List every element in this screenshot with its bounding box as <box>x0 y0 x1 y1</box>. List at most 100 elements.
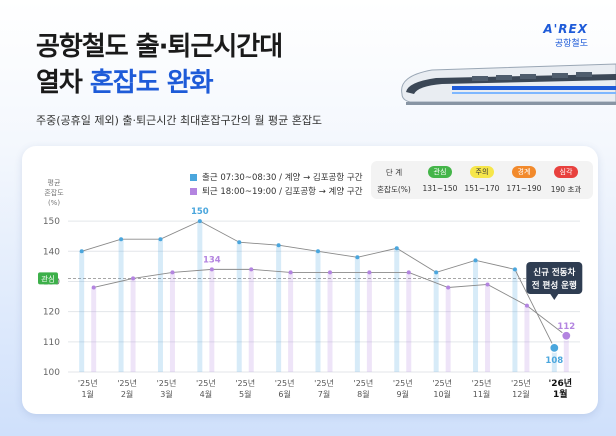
bar-s0-1 <box>118 239 124 372</box>
arex-logo: A'REX 공항철도 <box>543 22 588 49</box>
point-s1-11 <box>524 303 529 308</box>
point-s0-6 <box>316 249 320 254</box>
y-axis-label-1: 혼잡도 <box>44 188 64 197</box>
congestion-level-table: 단 계 혼잡도(%) 관심 주의 경계 심각 131~150 151~170 1… <box>371 161 593 199</box>
x-tick-month-6: 7월 <box>318 389 330 399</box>
x-tick-year-3: '25년 <box>196 378 216 388</box>
annotation-pointer <box>550 294 559 300</box>
y-tick-label-1: 110 <box>43 338 60 348</box>
bar-s0-11 <box>512 269 518 372</box>
point-s1-0 <box>91 285 96 290</box>
x-tick-year-10: '25년 <box>472 378 492 388</box>
range-header: 혼잡도(%) <box>377 185 411 194</box>
legend-evening-label: 퇴근 18:00~19:00 / 김포공항 → 계양 구간 <box>202 187 363 197</box>
bar-s0-3 <box>197 221 203 372</box>
level-header: 단 계 <box>385 168 403 177</box>
logo-en: A'REX <box>543 22 588 36</box>
x-tick-year-12: '26년 <box>549 377 573 389</box>
bar-s1-7 <box>366 272 372 372</box>
x-tick-year-7: '25년 <box>354 378 374 388</box>
point-s1-9 <box>446 285 451 290</box>
bar-s0-0 <box>79 251 85 372</box>
data-label-1: 134 <box>203 255 221 265</box>
y-axis-label-0: 평균 <box>48 178 61 187</box>
point-s1-6 <box>328 270 332 275</box>
x-tick-year-6: '25년 <box>314 378 334 388</box>
y-tick-label-0: 100 <box>43 368 60 378</box>
bar-s0-7 <box>354 257 360 372</box>
point-s0-3 <box>197 219 202 224</box>
bar-s1-0 <box>91 287 97 372</box>
logo-ko: 공항철도 <box>554 39 588 49</box>
x-tick-year-4: '25년 <box>235 378 255 388</box>
level-range-2: 151~170 <box>464 184 500 193</box>
bar-s0-5 <box>276 245 282 372</box>
point-s0-9 <box>434 270 439 275</box>
x-tick-month-5: 6월 <box>278 389 290 399</box>
point-s0-4 <box>237 240 242 245</box>
bar-s1-2 <box>169 272 175 372</box>
bar-s1-12 <box>563 335 569 372</box>
annotation-box <box>526 262 583 294</box>
x-tick-year-8: '25년 <box>393 378 413 388</box>
x-tick-month-0: 1월 <box>81 389 93 399</box>
subtitle: 주중(공휴일 제외) 출·퇴근시간 최대혼잡구간의 월 평균 혼잡도 <box>36 114 323 127</box>
annotation-line-1: 신규 전동차 <box>533 267 575 278</box>
x-tick-month-7: 8월 <box>357 389 369 399</box>
level-range-4: 190 초과 <box>550 185 582 194</box>
data-label-2: 108 <box>545 356 563 366</box>
point-s0-10 <box>473 258 478 263</box>
point-s0-11 <box>512 267 517 272</box>
level-range-1: 131~150 <box>422 184 458 193</box>
bar-s0-10 <box>473 260 479 372</box>
point-s0-7 <box>355 255 360 260</box>
legend-evening: 퇴근 18:00~19:00 / 김포공항 → 계양 구간 <box>190 184 363 198</box>
x-tick-month-11: 12월 <box>512 389 530 399</box>
reference-line-label: 관심 <box>41 273 55 283</box>
point-s1-4 <box>249 267 254 272</box>
legend-morning-label: 출근 07:30~08:30 / 계양 → 김포공항 구간 <box>202 173 363 183</box>
train-illustration <box>401 63 616 105</box>
x-tick-year-0: '25년 <box>78 378 98 388</box>
x-tick-month-9: 10월 <box>433 389 451 399</box>
point-s1-2 <box>170 270 175 275</box>
x-tick-month-10: 11월 <box>473 389 491 399</box>
x-tick-month-8: 9월 <box>397 389 409 399</box>
bar-s0-12 <box>551 347 557 372</box>
x-tick-year-11: '25년 <box>511 378 531 388</box>
title-line-2-plain: 열차 <box>36 68 90 98</box>
point-s0-8 <box>394 246 399 251</box>
bar-s0-6 <box>315 251 321 372</box>
bar-s1-8 <box>406 272 412 372</box>
bar-s0-4 <box>236 242 242 372</box>
bar-s1-1 <box>130 278 136 372</box>
x-tick-year-1: '25년 <box>117 378 137 388</box>
bar-s0-8 <box>394 248 400 372</box>
bar-s1-6 <box>327 272 333 372</box>
legend-morning-swatch <box>190 173 197 181</box>
bar-s0-9 <box>433 272 439 372</box>
x-tick-month-1: 2월 <box>121 389 133 399</box>
point-s1-10 <box>485 282 490 287</box>
point-s0-12 <box>549 342 560 353</box>
bar-s1-3 <box>209 269 215 372</box>
reference-line-badge <box>38 272 58 285</box>
title-line-2-highlight: 혼잡도 완화 <box>89 68 214 98</box>
x-tick-month-4: 5월 <box>239 389 251 399</box>
point-s1-1 <box>131 276 136 281</box>
bar-s1-5 <box>288 272 294 372</box>
data-label-0: 150 <box>191 207 209 217</box>
point-s0-0 <box>79 249 84 254</box>
x-tick-month-2: 3월 <box>160 389 172 399</box>
title-line-1: 공항철도 출·퇴근시간대 <box>36 32 283 62</box>
bar-s1-10 <box>485 284 491 372</box>
point-s1-8 <box>406 270 411 275</box>
level-range-3: 171~190 <box>506 184 542 193</box>
point-s1-12 <box>561 330 572 341</box>
x-tick-month-12: 1월 <box>553 388 568 400</box>
y-tick-label-2: 120 <box>43 308 60 318</box>
y-tick-label-5: 150 <box>43 217 60 227</box>
level-badge-3: 경계 <box>511 166 537 178</box>
bar-s0-2 <box>157 239 163 372</box>
